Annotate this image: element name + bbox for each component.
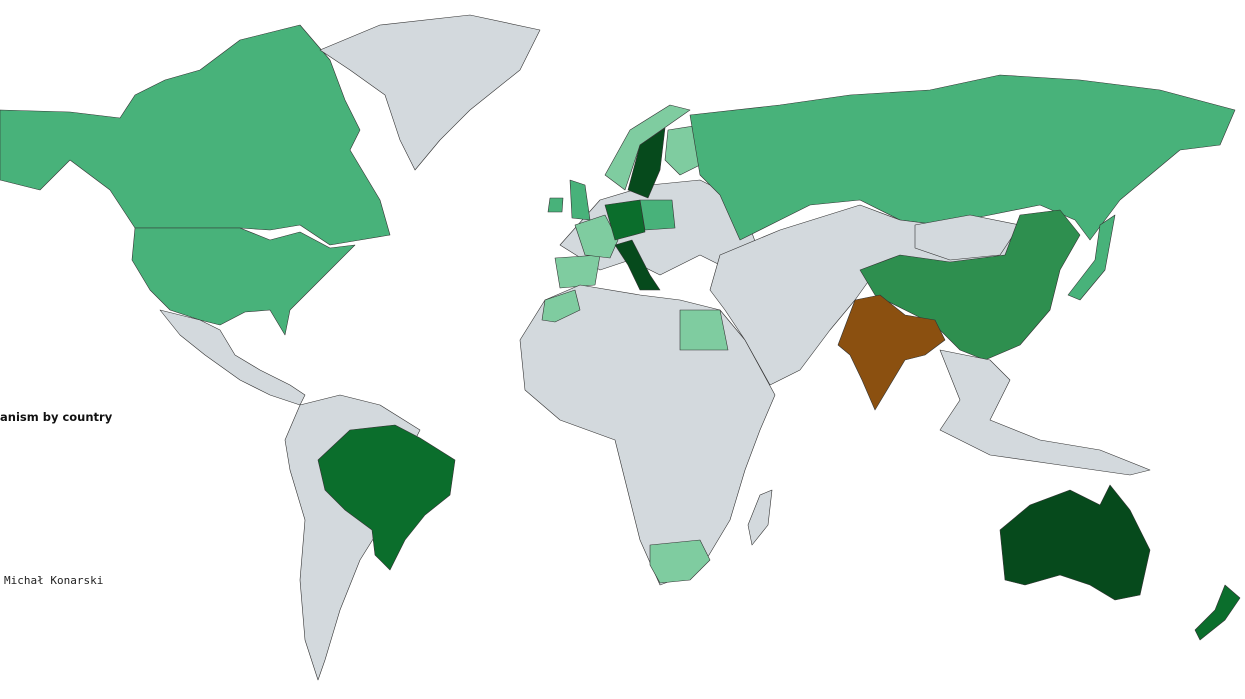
region-france[interactable] <box>574 214 619 259</box>
map-title: anism by country <box>0 410 113 424</box>
region-egypt[interactable] <box>679 309 729 351</box>
region-iberia[interactable] <box>554 254 601 289</box>
region-canada[interactable] <box>0 24 391 246</box>
region-russia[interactable] <box>689 74 1236 241</box>
region-mongolia[interactable] <box>914 214 1021 261</box>
region-morocco[interactable] <box>541 289 581 323</box>
region-greenland[interactable] <box>319 14 541 171</box>
region-germany[interactable] <box>604 199 646 241</box>
region-italy[interactable] <box>614 239 661 291</box>
region-poland[interactable] <box>639 199 676 231</box>
region-africa[interactable] <box>519 284 776 586</box>
region-norway[interactable] <box>604 104 691 191</box>
region-japan[interactable] <box>1067 214 1116 301</box>
region-ireland[interactable] <box>547 197 564 213</box>
region-madagascar[interactable] <box>747 489 773 546</box>
region-usa[interactable] <box>131 227 356 336</box>
region-south-africa[interactable] <box>649 539 711 584</box>
region-southeast-asia[interactable] <box>939 349 1151 476</box>
region-new-zealand[interactable] <box>1194 584 1241 641</box>
region-brazil[interactable] <box>317 424 456 571</box>
map-credit: Michał Konarski <box>4 574 104 587</box>
region-india[interactable] <box>837 294 946 411</box>
region-sweden[interactable] <box>627 127 666 199</box>
region-central-america[interactable] <box>159 309 306 406</box>
region-uk[interactable] <box>569 179 591 221</box>
region-australia[interactable] <box>999 484 1151 601</box>
